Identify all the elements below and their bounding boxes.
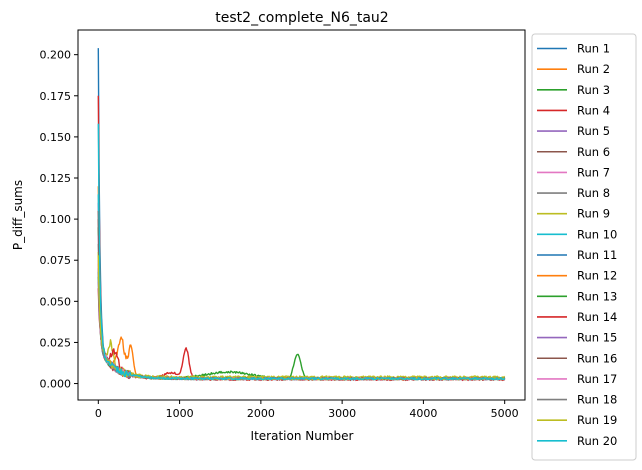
x-tick-label: 0: [95, 407, 102, 420]
legend-label: Run 4: [577, 103, 610, 117]
series-line-run-5: [97, 202, 505, 381]
legend-label: Run 11: [577, 248, 617, 262]
series-line-run-10: [97, 194, 505, 381]
y-tick-label: 0.000: [40, 378, 72, 391]
y-tick-label: 0.025: [40, 336, 72, 349]
legend-label: Run 9: [577, 207, 610, 221]
legend-label: Run 2: [577, 62, 610, 76]
legend-label: Run 7: [577, 165, 610, 179]
series-line-run-9: [97, 251, 506, 379]
series-line-run-12: [97, 263, 505, 381]
y-axis-label: P_diff_sums: [11, 180, 25, 250]
legend-label: Run 3: [577, 83, 610, 97]
legend-box: [531, 33, 637, 461]
series-line-run-6: [97, 219, 506, 381]
x-tick-label: 3000: [328, 407, 356, 420]
y-tick-label: 0.075: [40, 254, 72, 267]
legend-label: Run 1: [577, 42, 610, 56]
y-tick-label: 0.050: [40, 295, 72, 308]
y-tick-label: 0.200: [40, 49, 72, 62]
legend-label: Run 13: [577, 289, 617, 303]
x-tick-label: 2000: [247, 407, 275, 420]
y-tick-label: 0.125: [40, 172, 72, 185]
legend-label: Run 6: [577, 145, 610, 159]
legend-label: Run 12: [577, 269, 617, 283]
x-tick-label: 1000: [166, 407, 194, 420]
series-line-run-4: [97, 95, 506, 382]
series-line-run-8: [97, 243, 506, 381]
legend-label: Run 20: [577, 434, 617, 448]
legend-label: Run 15: [577, 331, 617, 345]
x-axis: 0 1000 2000 3000 4000 5000: [95, 400, 519, 420]
legend: Run 1 Run 2 Run 3 Run 4 Run 5 Run 6 Run 7 Run 8…: [531, 33, 637, 461]
plot-frame: [77, 29, 526, 401]
plot-lines: [97, 48, 506, 382]
series-line-run-16: [97, 210, 506, 381]
legend-label: Run 18: [577, 393, 617, 407]
legend-label: Run 16: [577, 351, 617, 365]
series-line-run-2: [97, 186, 506, 381]
x-tick-label: 5000: [491, 407, 519, 420]
series-line-run-3: [97, 227, 505, 381]
y-tick-label: 0.100: [40, 213, 72, 226]
y-tick-label: 0.150: [40, 131, 72, 144]
legend-label: Run 17: [577, 372, 617, 386]
series-line-run-1: [97, 48, 506, 381]
series-line-run-19: [97, 255, 505, 381]
x-axis-label: Iteration Number: [251, 429, 354, 443]
series-line-run-7: [97, 235, 506, 381]
series-line-run-17: [97, 260, 505, 381]
y-axis: 0.000 0.025 0.050 0.075 0.100 0.125 0.150 0.175…: [40, 49, 78, 391]
y-tick-label: 0.175: [40, 90, 72, 103]
legend-label: Run 8: [577, 186, 610, 200]
legend-label: Run 10: [577, 227, 617, 241]
legend-label: Run 19: [577, 413, 617, 427]
x-tick-label: 4000: [409, 407, 437, 420]
legend-label: Run 5: [577, 124, 610, 138]
chart-title: test2_complete_N6_tau2: [215, 10, 388, 26]
legend-label: Run 14: [577, 310, 617, 324]
series-line-run-20: [97, 123, 506, 381]
